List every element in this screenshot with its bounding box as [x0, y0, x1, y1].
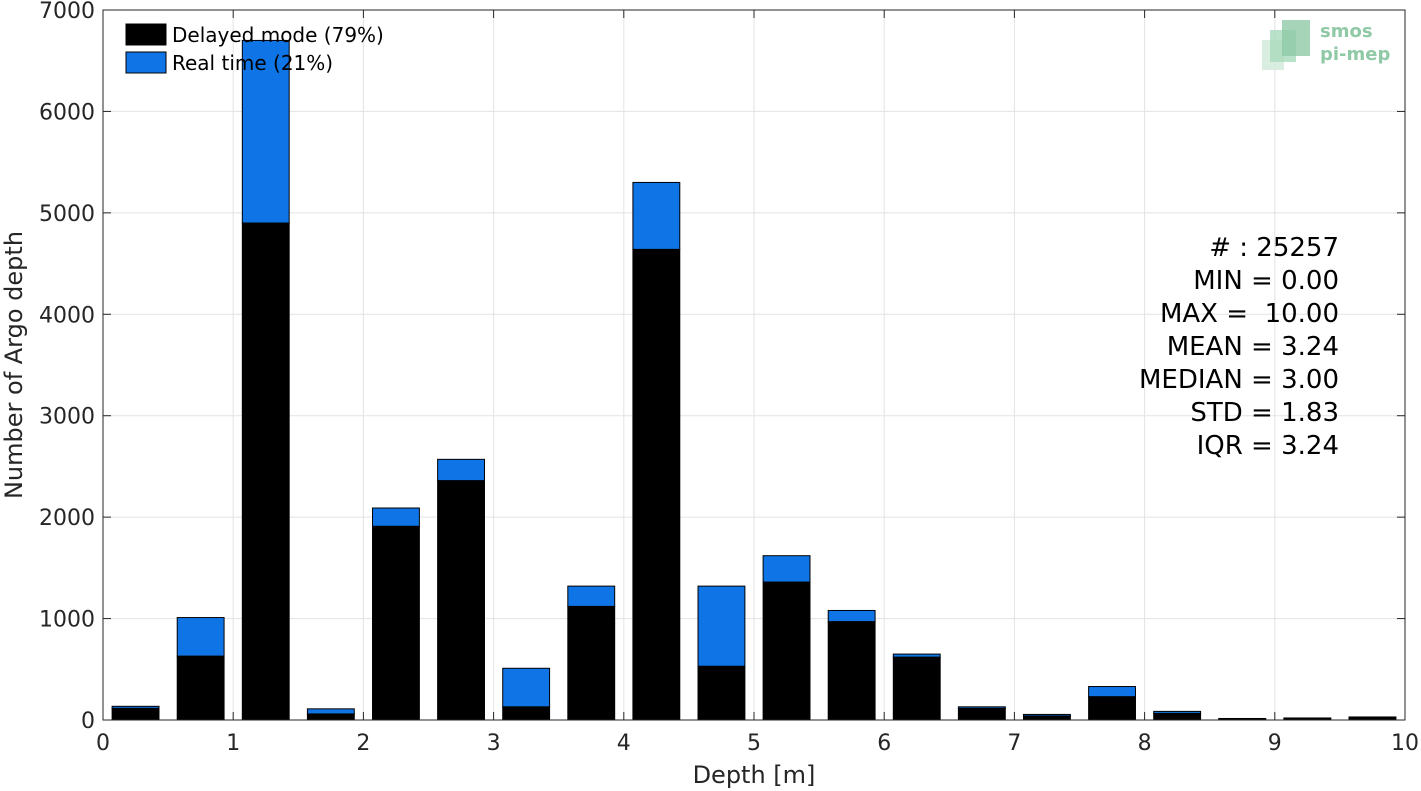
smos-pi-mep-logo: smos pi-mep [1262, 20, 1390, 70]
x-tick-label: 2 [356, 731, 370, 756]
bar-delayed-mode [372, 525, 420, 721]
bar-real-time [502, 667, 551, 708]
logo-text-pi-mep: pi-mep [1320, 44, 1390, 65]
bar-real-time [1348, 716, 1397, 718]
x-tick-label: 6 [877, 731, 891, 756]
bar-delayed-mode [567, 605, 616, 721]
legend-label-delayed: Delayed mode (79%) [172, 23, 384, 47]
legend-swatch-delayed [125, 23, 167, 46]
bar-real-time [632, 181, 681, 250]
x-tick-label: 8 [1138, 731, 1152, 756]
stat-std: STD = 1.83 [1190, 398, 1339, 428]
bar-delayed-mode [176, 655, 225, 721]
logo-text-smos: smos [1320, 21, 1373, 42]
y-tick-label: 0 [81, 709, 95, 734]
bar-real-time [176, 617, 225, 657]
bar-delayed-mode [762, 581, 811, 721]
y-axis-label: Number of Argo depth [0, 231, 28, 499]
bar-real-time [892, 653, 941, 658]
y-tick-label: 7000 [39, 0, 95, 24]
stat-min: MIN = 0.00 [1193, 266, 1339, 296]
stat-iqr: IQR = 3.24 [1197, 431, 1339, 461]
bar-delayed-mode [306, 713, 355, 721]
bar-real-time [1023, 713, 1071, 717]
grid [103, 10, 1405, 720]
bar-real-time [762, 555, 811, 583]
stat-max: MAX = 10.00 [1160, 299, 1339, 329]
x-tick-label: 5 [747, 731, 761, 756]
bar-delayed-mode [1153, 712, 1202, 721]
stat-count: # : 25257 [1209, 233, 1339, 263]
bar-delayed-mode [957, 707, 1006, 721]
bar-real-time [241, 39, 290, 224]
bar-delayed-mode [697, 665, 746, 721]
bar-delayed-mode [502, 706, 551, 721]
x-axis-label: Depth [m] [693, 761, 816, 789]
bar-delayed-mode [892, 656, 941, 721]
legend: Delayed mode (79%) Real time (21%) [125, 23, 384, 75]
y-tick-label: 6000 [39, 100, 95, 125]
bar-delayed-mode [827, 621, 876, 721]
bar-real-time [111, 705, 160, 709]
bar-real-time [306, 708, 355, 715]
legend-label-realtime: Real time (21%) [172, 51, 333, 75]
bars [111, 39, 1397, 721]
axis-ticks: 0 1 2 3 4 5 6 7 8 9 10 0 1000 2000 3000 4000 5000 6000 700… [39, 0, 1419, 756]
bar-delayed-mode [437, 480, 485, 721]
bar-real-time [957, 706, 1006, 709]
bar-real-time [567, 585, 616, 607]
legend-swatch-realtime [125, 51, 167, 74]
y-tick-label: 1000 [39, 608, 95, 633]
bar-real-time [1153, 710, 1202, 714]
y-tick-label: 2000 [39, 506, 95, 531]
bar-delayed-mode [1088, 696, 1136, 721]
stat-median: MEDIAN = 3.00 [1139, 365, 1339, 395]
y-tick-label: 4000 [39, 303, 95, 328]
bar-real-time [1088, 686, 1136, 698]
x-tick-label: 7 [1007, 731, 1021, 756]
bar-real-time [437, 458, 485, 482]
bar-real-time [827, 609, 876, 623]
x-tick-label: 4 [617, 731, 631, 756]
x-tick-label: 1 [226, 731, 240, 756]
x-tick-label: 0 [96, 731, 110, 756]
bar-real-time [1283, 717, 1332, 719]
bar-delayed-mode [241, 222, 290, 721]
x-tick-label: 9 [1268, 731, 1282, 756]
bar-real-time [372, 507, 420, 527]
bar-real-time [1218, 717, 1267, 720]
bar-delayed-mode [1023, 715, 1071, 721]
bar-real-time [697, 585, 746, 667]
bar-delayed-mode [111, 707, 160, 721]
y-tick-label: 5000 [39, 202, 95, 227]
x-tick-label: 3 [487, 731, 501, 756]
bar-delayed-mode [632, 248, 681, 721]
stats-annotation: # : 25257 MIN = 0.00 MAX = 10.00 MEAN = … [1139, 233, 1339, 461]
stat-mean: MEAN = 3.24 [1167, 332, 1339, 362]
y-tick-label: 3000 [39, 405, 95, 430]
x-tick-label: 10 [1391, 731, 1419, 756]
